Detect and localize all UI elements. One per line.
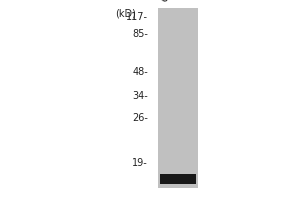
Text: 117-: 117- bbox=[126, 12, 148, 22]
Text: COS7: COS7 bbox=[159, 0, 185, 4]
Text: 48-: 48- bbox=[132, 67, 148, 77]
Text: 34-: 34- bbox=[132, 91, 148, 101]
Text: 85-: 85- bbox=[132, 29, 148, 39]
Text: 19-: 19- bbox=[132, 158, 148, 168]
Bar bbox=[158, 8, 198, 188]
Text: (kD): (kD) bbox=[115, 8, 136, 18]
Bar bbox=[160, 174, 196, 184]
Text: 26-: 26- bbox=[132, 113, 148, 123]
